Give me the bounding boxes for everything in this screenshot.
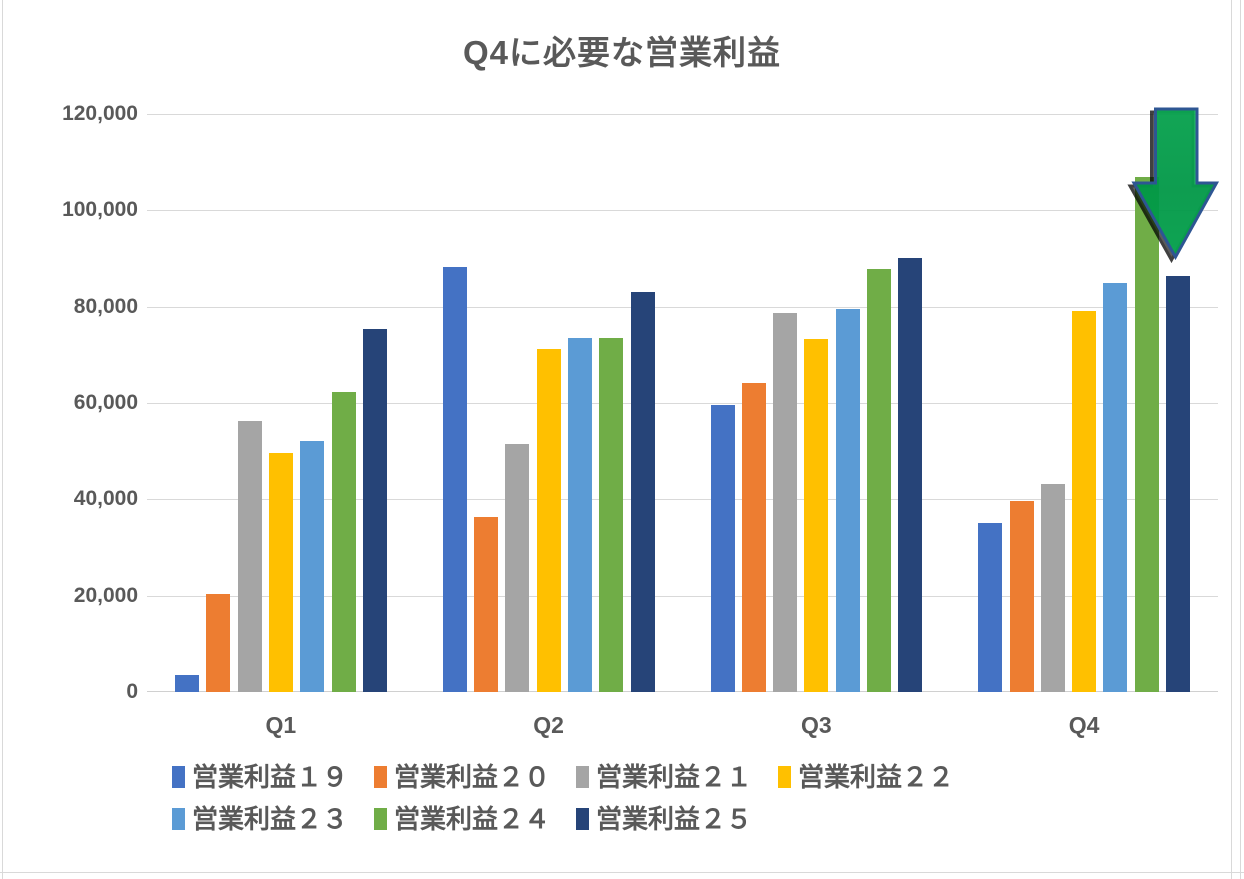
bar-Q1-営業利益２２[interactable]	[268, 452, 293, 692]
bar-Q4-営業利益２４[interactable]	[1134, 177, 1159, 692]
bar-Q3-営業利益２３[interactable]	[835, 309, 860, 692]
gridline	[147, 114, 1218, 115]
y-tick-label: 40,000	[73, 487, 138, 511]
down-arrow-annotation[interactable]	[1131, 107, 1220, 261]
gridline	[147, 306, 1218, 308]
bar-Q1-営業利益２４[interactable]	[331, 391, 356, 692]
legend-swatch	[576, 766, 590, 789]
legend-item-営業利益２３[interactable]: 営業利益２３	[172, 803, 349, 834]
bar-Q2-営業利益２２[interactable]	[536, 348, 561, 692]
legend-swatch	[778, 766, 792, 789]
legend-label: 営業利益２０	[394, 762, 551, 792]
bar-Q4-営業利益２３[interactable]	[1103, 282, 1128, 692]
y-tick-label: 80,000	[73, 294, 138, 318]
legend-swatch	[374, 807, 388, 830]
bar-Q3-営業利益２５[interactable]	[898, 258, 923, 692]
chart-bottom-border	[0, 872, 1244, 873]
bar-Q2-営業利益２５[interactable]	[630, 291, 655, 692]
gridline	[147, 595, 1218, 597]
gridline	[147, 403, 1218, 404]
bar-Q3-営業利益２４[interactable]	[867, 269, 891, 692]
legend-item-営業利益２５[interactable]: 営業利益２５	[576, 803, 753, 834]
legend-label: 営業利益２２	[798, 762, 955, 792]
chart-right-border	[1231, 0, 1232, 879]
bar-Q4-営業利益２５[interactable]	[1166, 275, 1190, 692]
x-category-label-Q1: Q1	[265, 712, 297, 738]
bar-Q2-営業利益２３[interactable]	[567, 338, 592, 692]
plot-area	[147, 114, 1218, 692]
x-axis-line	[147, 691, 1218, 692]
chart-left-border	[2, 0, 3, 879]
legend-swatch	[374, 766, 388, 789]
bar-Q1-営業利益２１[interactable]	[237, 420, 262, 692]
legend-item-営業利益２０[interactable]: 営業利益２０	[374, 763, 550, 792]
gridline	[147, 210, 1218, 212]
bar-Q4-営業利益１９[interactable]	[978, 523, 1003, 692]
bar-Q4-営業利益２１[interactable]	[1040, 483, 1065, 692]
x-category-label-Q4: Q4	[1068, 712, 1100, 738]
legend-item-営業利益２２[interactable]: 営業利益２２	[778, 763, 954, 792]
bar-Q2-営業利益２４[interactable]	[599, 338, 624, 692]
y-tick-label: 0	[126, 680, 138, 703]
bar-Q1-営業利益２３[interactable]	[300, 440, 325, 692]
legend-item-営業利益２１[interactable]: 営業利益２１	[576, 763, 752, 792]
legend-item-営業利益１９[interactable]: 営業利益１９	[172, 763, 348, 792]
x-category-label-Q2: Q2	[533, 712, 564, 738]
chart-title: Q4に必要な営業利益	[462, 34, 782, 71]
spreadsheet-column-edge	[1240, 0, 1241, 879]
legend-label: 営業利益２４	[394, 803, 551, 834]
legend-label: 営業利益２１	[596, 762, 753, 792]
bar-Q1-営業利益２０[interactable]	[206, 593, 231, 692]
bar-Q2-営業利益１９[interactable]	[442, 266, 467, 692]
y-tick-label: 120,000	[62, 102, 138, 125]
y-tick-label: 100,000	[62, 198, 138, 222]
y-tick-label: 60,000	[73, 391, 138, 414]
legend-label: 営業利益２５	[596, 803, 753, 834]
bar-Q2-営業利益２０[interactable]	[474, 517, 498, 692]
bar-Q1-営業利益１９[interactable]	[175, 675, 199, 692]
bar-Q3-営業利益２１[interactable]	[773, 312, 798, 692]
legend-row-1: 営業利益１９ 営業利益２０ 営業利益２１ 営業利益２２	[172, 763, 1172, 792]
legend-swatch	[172, 807, 185, 830]
legend-row-2: 営業利益２３ 営業利益２４ 営業利益２５	[172, 803, 1172, 834]
bar-Q4-営業利益２２[interactable]	[1072, 310, 1097, 692]
bar-Q3-営業利益１９[interactable]	[710, 404, 735, 692]
bar-Q2-営業利益２１[interactable]	[505, 443, 530, 692]
legend-swatch	[172, 766, 185, 789]
bar-Q1-営業利益２５[interactable]	[362, 329, 387, 692]
legend-swatch	[576, 807, 590, 830]
bar-Q4-営業利益２０[interactable]	[1009, 500, 1034, 692]
legend-item-営業利益２４[interactable]: 営業利益２４	[374, 803, 551, 834]
legend-label: 営業利益２３	[192, 803, 349, 834]
gridline	[147, 499, 1218, 501]
legend-label: 営業利益１９	[192, 762, 349, 792]
legend: 営業利益１９ 営業利益２０ 営業利益２１ 営業利益２２ 営業利益２３ 営業利益２４ 営業利…	[172, 763, 1172, 833]
y-tick-label: 20,000	[73, 583, 138, 607]
bar-Q3-営業利益２０[interactable]	[741, 383, 766, 692]
bar-Q3-営業利益２２[interactable]	[804, 338, 829, 692]
x-category-label-Q3: Q3	[801, 712, 832, 738]
